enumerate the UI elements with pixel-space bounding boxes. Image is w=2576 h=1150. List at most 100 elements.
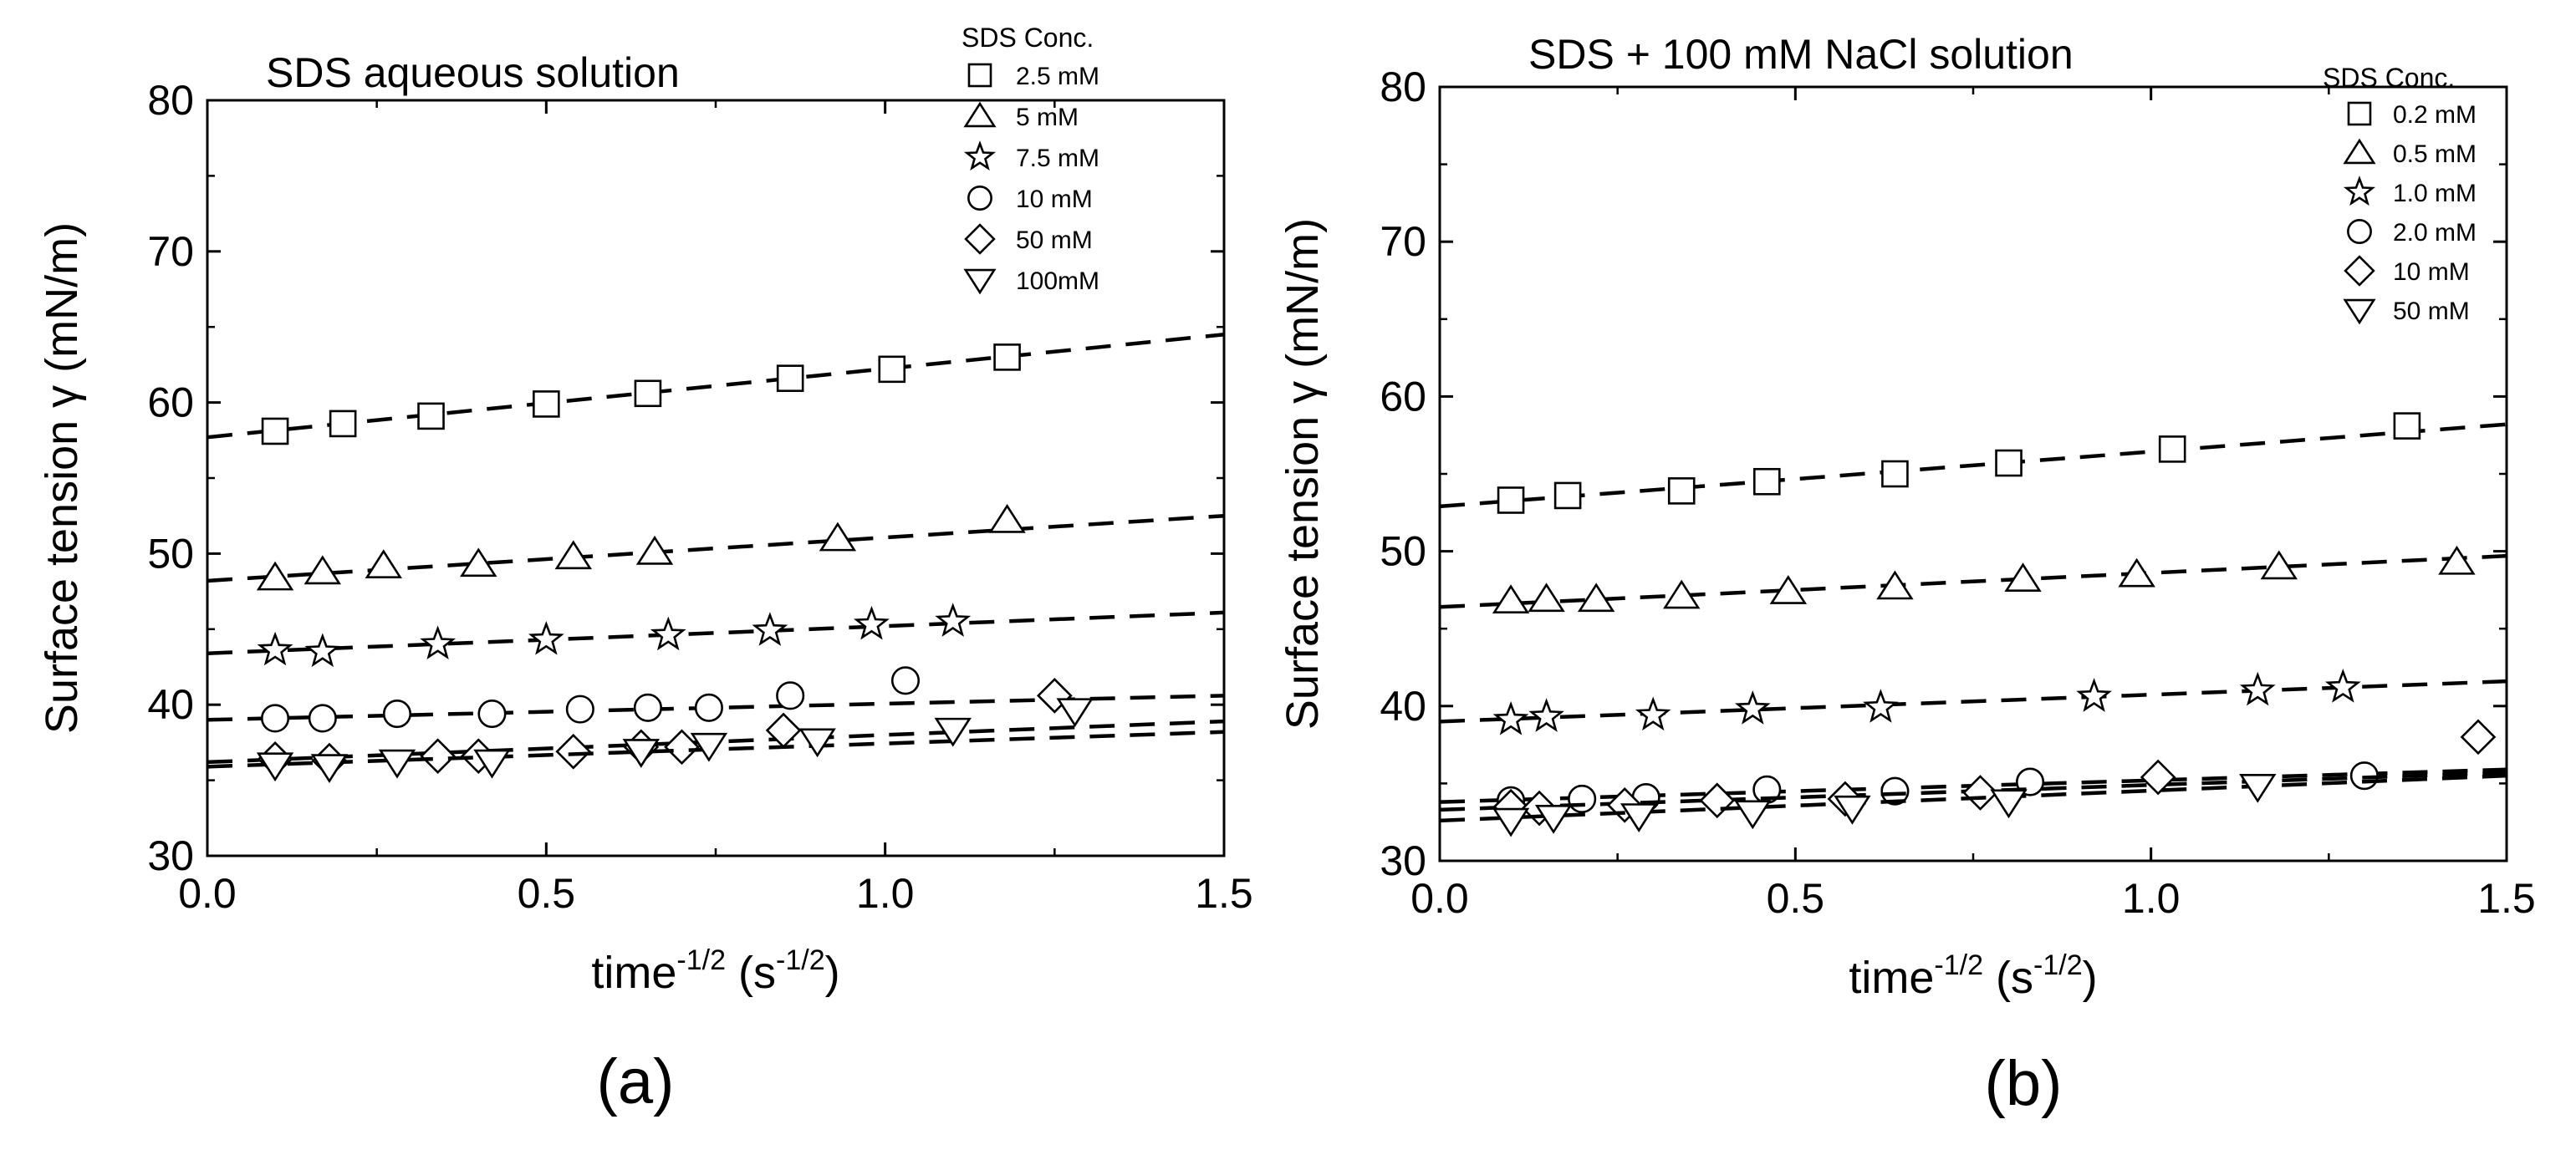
- x-tick-label: 0.0: [1410, 875, 1469, 922]
- data-point-triangle-up: [2438, 545, 2476, 575]
- data-point-star: [854, 605, 890, 640]
- y-tick-label: 40: [147, 681, 194, 728]
- data-point-circle: [1568, 784, 1597, 813]
- data-point-circle: [776, 681, 805, 710]
- legend-entry: 0.2 mM: [2393, 101, 2477, 129]
- panel-label: (b): [1985, 1048, 2063, 1119]
- data-point-star: [1492, 700, 1529, 735]
- data-point-triangle-up: [460, 547, 497, 578]
- x-tick-label: 1.0: [2122, 875, 2181, 922]
- x-axis-title-part: -1/2: [676, 944, 726, 976]
- x-axis-title-part: time: [591, 948, 676, 998]
- legend-title: SDS Conc.: [962, 23, 1094, 53]
- data-point-triangle-up: [2004, 562, 2042, 593]
- data-point-diamond: [420, 738, 456, 775]
- data-point-triangle-up: [1876, 570, 1914, 600]
- legend-entry: 50 mM: [2393, 298, 2470, 325]
- data-point-triangle-down: [622, 739, 661, 768]
- x-tick-label: 1.0: [856, 870, 915, 917]
- y-tick-label: 30: [147, 832, 194, 879]
- y-tick-label: 30: [1380, 837, 1426, 884]
- plot-frame: [1438, 85, 2508, 862]
- data-point-square: [1753, 467, 1781, 496]
- panel-label: (a): [597, 1046, 675, 1117]
- fit-line: [1439, 553, 2507, 609]
- data-point-circle: [565, 695, 594, 724]
- data-point-star: [257, 631, 293, 666]
- data-point-triangle-up: [2260, 550, 2298, 580]
- data-point-star: [1635, 696, 1671, 731]
- data-point-diamond: [555, 733, 592, 770]
- data-point-square: [1553, 481, 1582, 510]
- x-tick-label: 1.5: [2477, 875, 2536, 922]
- data-point-triangle-down: [1620, 803, 1658, 832]
- legend-entry: 7.5 mM: [1016, 145, 1099, 172]
- data-point-star: [935, 603, 972, 637]
- legend-marker-diamond: [2344, 255, 2375, 287]
- series-triangle-up: [207, 503, 1225, 591]
- data-point-square: [634, 379, 662, 408]
- fit-line: [207, 610, 1225, 655]
- data-point-square: [776, 364, 804, 392]
- data-point-triangle-down: [1492, 807, 1530, 837]
- legend: SDS Conc. 0.2 mM 0.5 mM 1.0 mM 2.0 mM 10 mM 50…: [2323, 63, 2477, 325]
- data-point-triangle-down: [1834, 795, 1871, 825]
- data-point-square: [533, 390, 560, 418]
- data-point-star: [304, 633, 341, 668]
- data-point-star: [2076, 678, 2112, 712]
- series-triangle-up: [1439, 545, 2507, 613]
- fit-line: [207, 719, 1225, 765]
- legend-entry: 10 mM: [1016, 186, 1093, 213]
- y-tick-label: 50: [147, 530, 194, 577]
- x-axis-title-part: time: [1849, 953, 1934, 1003]
- x-axis-title-part: ): [2083, 953, 2098, 1003]
- y-tick-label: 60: [1380, 373, 1426, 420]
- y-tick-label: 70: [147, 228, 194, 275]
- data-point-star: [650, 616, 686, 651]
- data-point-star: [2239, 671, 2276, 706]
- data-point-diamond: [664, 729, 700, 766]
- series-square: [1439, 412, 2507, 514]
- legend-marker-triangle-up: [2343, 138, 2376, 165]
- legend-marker-circle: [967, 186, 992, 211]
- x-tick-label: 0.0: [178, 870, 237, 917]
- legend-marker-star: [963, 140, 997, 171]
- data-point-star: [1734, 690, 1771, 725]
- data-point-circle: [477, 699, 507, 729]
- x-axis-title-part: ): [825, 948, 840, 998]
- data-point-diamond: [2460, 719, 2497, 756]
- x-tick-label: 1.5: [1195, 870, 1253, 917]
- legend-marker-square: [2347, 101, 2372, 126]
- legend-marker-triangle-up: [963, 101, 997, 128]
- x-axis-title-part: (s: [726, 948, 776, 998]
- data-point-triangle-up: [635, 535, 674, 565]
- data-point-circle: [1880, 776, 1910, 806]
- series-circle: [207, 666, 1225, 733]
- legend-marker-triangle-down: [2343, 298, 2376, 325]
- fit-line: [207, 513, 1225, 583]
- y-axis-title: Surface tension γ (mN/m): [37, 222, 87, 734]
- x-axis-title: time-1/2 (s-1/2): [591, 944, 839, 998]
- data-point-triangle-up: [1577, 583, 1615, 613]
- data-point-diamond: [1962, 775, 1998, 811]
- data-point-circle: [633, 693, 662, 722]
- data-point-square: [1497, 486, 1525, 514]
- data-point-square: [417, 402, 445, 430]
- data-point-triangle-up: [1528, 583, 1565, 613]
- data-point-triangle-down: [934, 717, 972, 747]
- data-point-triangle-up: [1769, 575, 1808, 604]
- legend-title: SDS Conc.: [2323, 63, 2455, 93]
- series-triangle-down: [207, 698, 1225, 783]
- data-point-circle: [890, 666, 921, 695]
- data-point-triangle-down: [690, 732, 728, 762]
- data-point-triangle-down: [310, 754, 349, 783]
- series-triangle-down: [1439, 773, 2507, 837]
- data-point-square: [993, 343, 1021, 371]
- chart-title: SDS aqueous solution: [266, 49, 680, 96]
- fit-line: [1439, 773, 2507, 823]
- data-point-square: [878, 355, 906, 384]
- data-point-star: [528, 620, 564, 655]
- data-point-circle: [382, 699, 412, 729]
